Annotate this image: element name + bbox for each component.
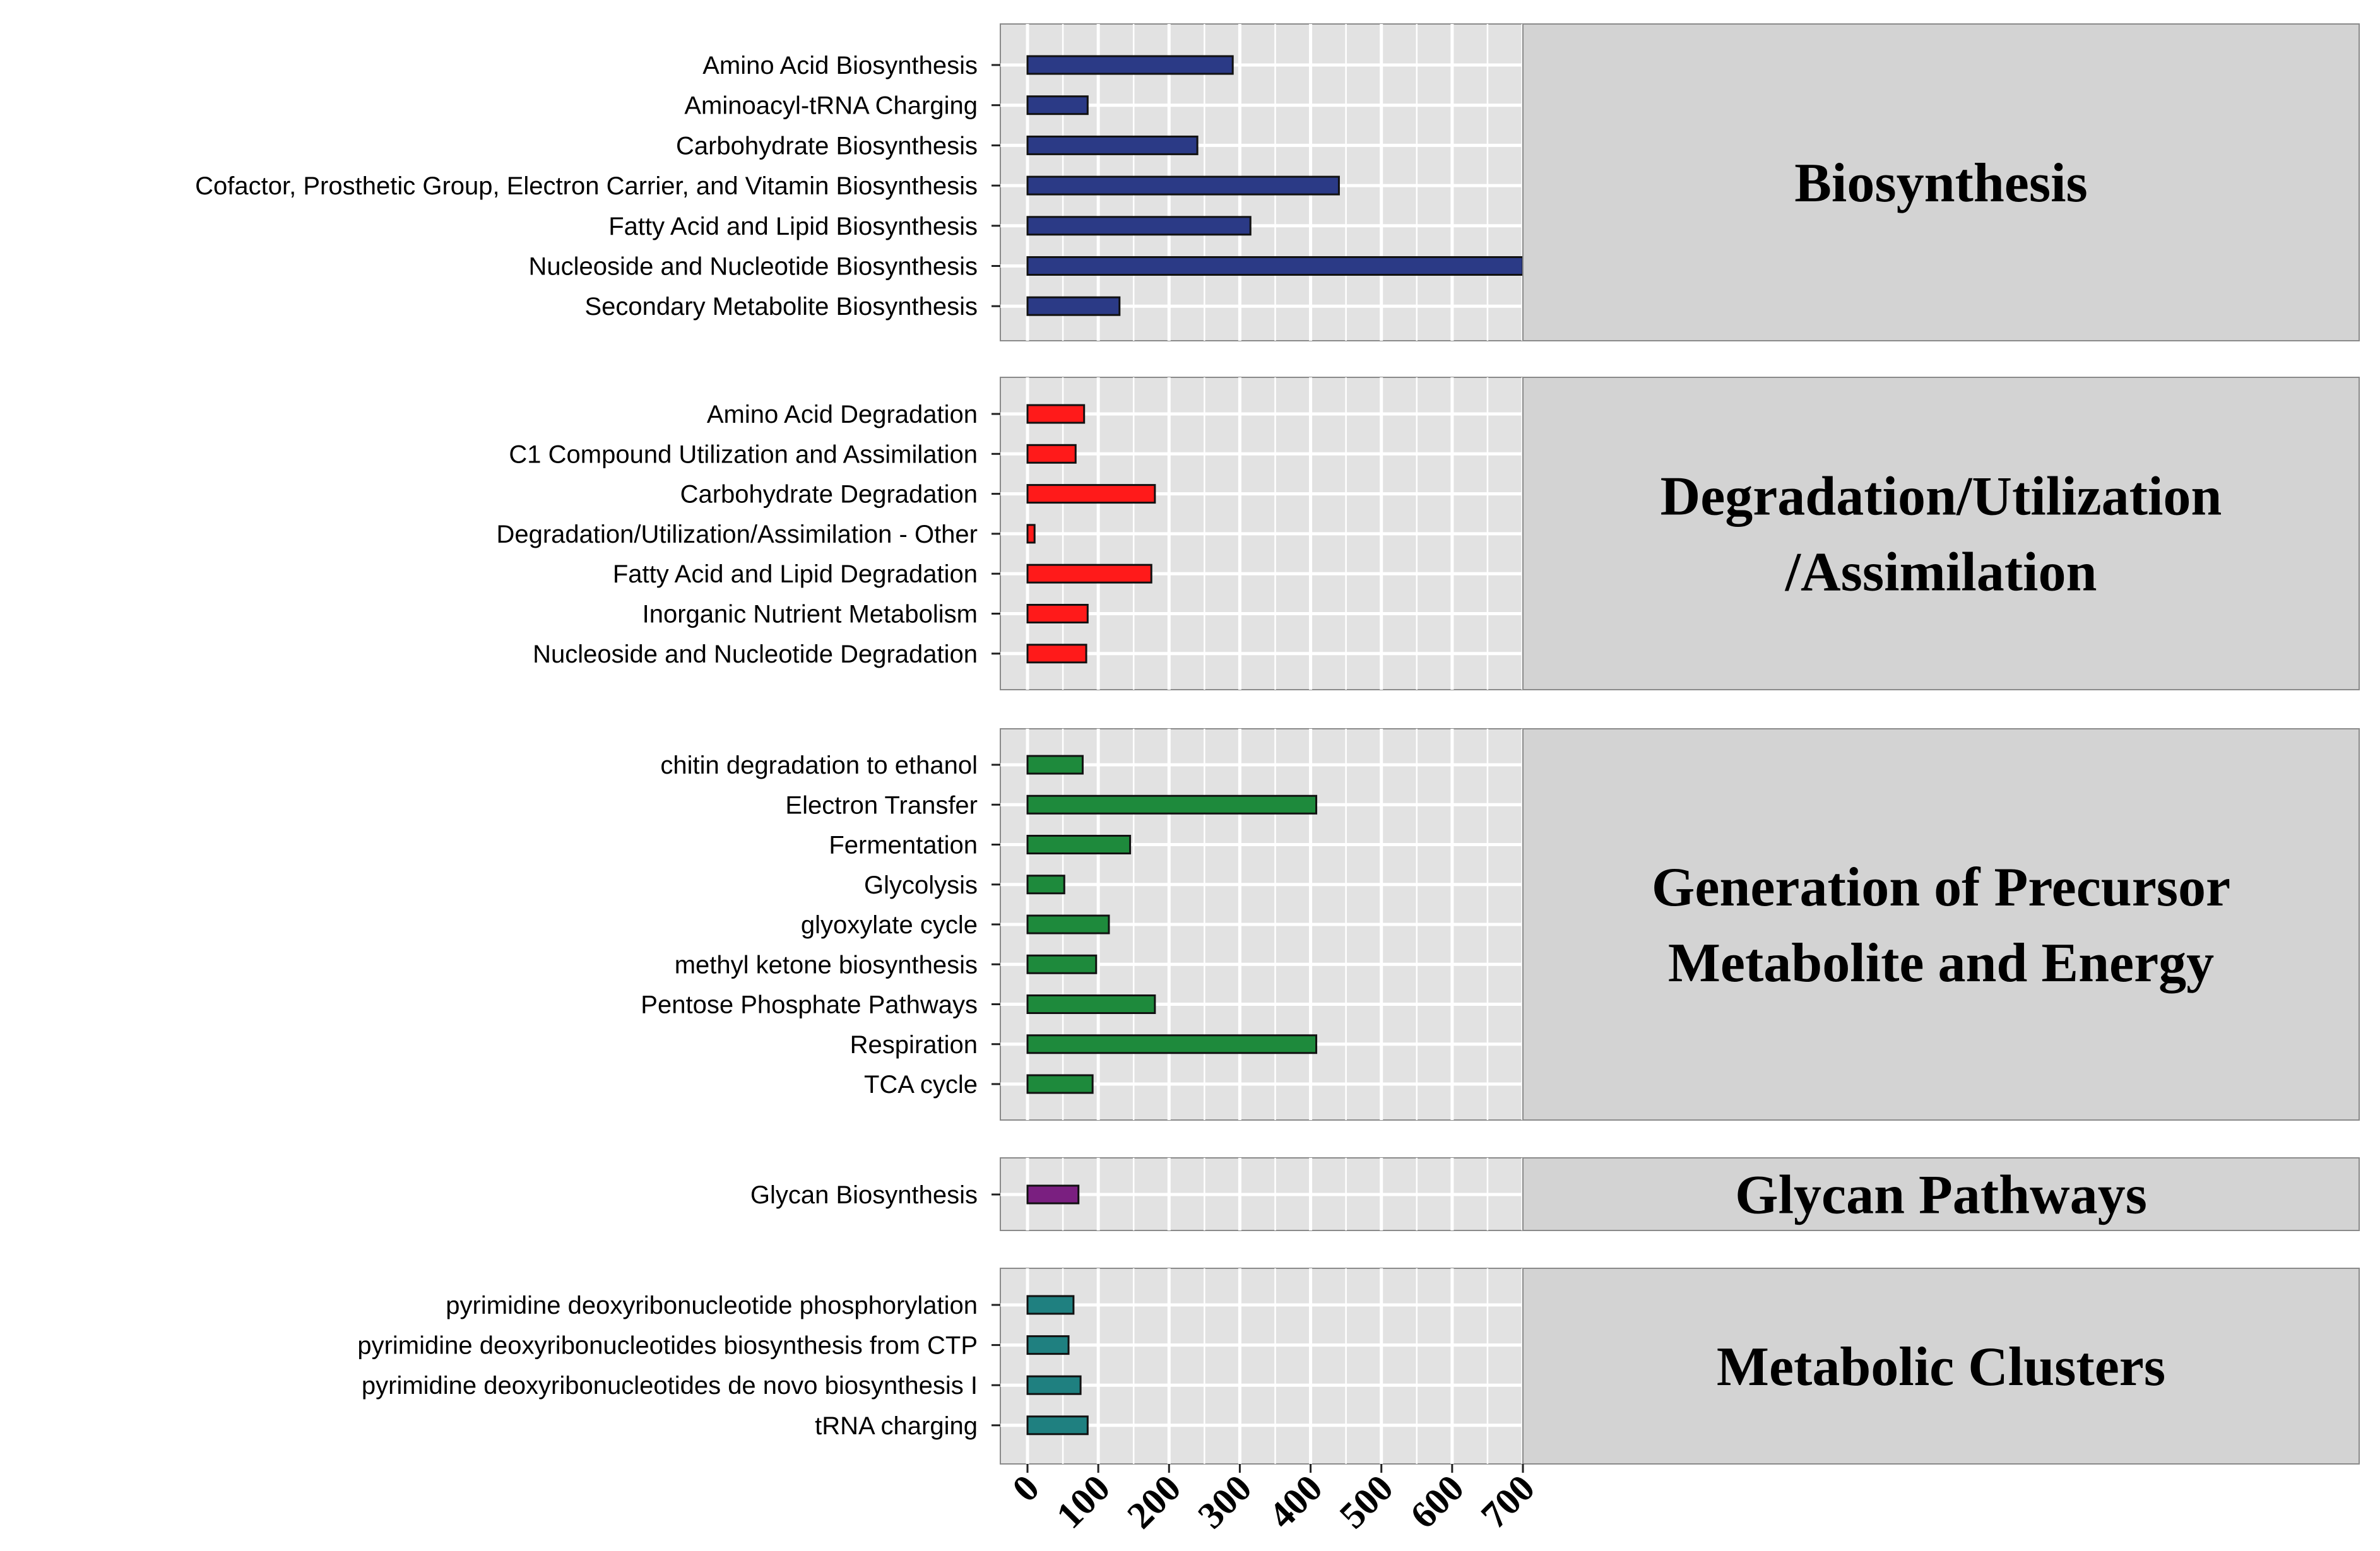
group-1-category-label: Nucleoside and Nucleotide Biosynthesis [528,253,978,281]
group-5-strip-label: Metabolic Clusters [1717,1336,2165,1398]
group-3-bar-8 [1026,1034,1318,1054]
group-3-bar-5 [1026,914,1110,935]
group-3-category-label: chitin degradation to ethanol [660,752,978,779]
x-tick-label: 700 [1473,1467,1542,1536]
group-5-category-label: tRNA charging [815,1412,978,1440]
group-3-category-label: methyl ketone biosynthesis [675,951,978,979]
group-3-category-label: Pentose Phosphate Pathways [641,991,978,1019]
group-2-bar-4 [1026,524,1036,544]
group-3-bar-2 [1026,794,1318,815]
x-tick-label: 600 [1402,1467,1472,1536]
group-1-bar-1 [1026,55,1234,75]
group-2-category-label: Nucleoside and Nucleotide Degradation [533,640,978,668]
group-1-bar-5 [1026,216,1252,236]
group-2-strip-label: Degradation/Utilization [1661,466,2222,528]
group-1-category-label: Carbohydrate Biosynthesis [676,132,978,160]
group-2-bar-6 [1026,604,1089,623]
group-2-category-label: Carbohydrate Degradation [680,481,978,509]
group-3-strip-label: Generation of Precursor [1652,857,2230,918]
group-4-strip [1522,1157,2360,1231]
group-2-category-label: Degradation/Utilization/Assimilation - O… [496,521,978,548]
group-3-bar-6 [1026,954,1098,974]
group-2-strip [1522,377,2360,690]
x-tick-label: 100 [1048,1467,1118,1536]
group-1-bar-7 [1026,296,1121,316]
group-3-category-label: Fermentation [829,832,978,859]
group-2-bar-5 [1026,563,1152,584]
group-1-bar-6 [1026,256,1524,276]
group-2-bar-7 [1026,644,1087,664]
group-2-category-label: Inorganic Nutrient Metabolism [642,601,978,628]
group-3-bar-7 [1026,994,1156,1014]
group-3-category-label: Glycolysis [864,871,978,899]
group-1-bar-2 [1026,95,1089,115]
group-3-bar-4 [1026,875,1065,895]
group-5-bar-1 [1026,1295,1075,1315]
group-3-bar-9 [1026,1074,1094,1094]
group-2-bar-1 [1026,404,1086,424]
group-2-category-label: C1 Compound Utilization and Assimilation [509,440,978,468]
x-tick-label: 400 [1260,1467,1330,1536]
group-3-category-label: TCA cycle [864,1071,978,1099]
group-1-category-label: Fatty Acid and Lipid Biosynthesis [608,213,978,240]
group-1-strip-label: Biosynthesis [1794,153,2088,214]
group-2-bar-3 [1026,484,1156,504]
group-5-category-label: pyrimidine deoxyribonucleotides biosynth… [357,1332,978,1360]
x-tick-label: 500 [1332,1467,1401,1536]
group-5-bar-2 [1026,1335,1070,1355]
group-3-category-label: glyoxylate cycle [801,911,978,939]
group-3-category-label: Respiration [850,1031,978,1059]
group-5-bar-4 [1026,1415,1089,1436]
group-2-category-label: Amino Acid Degradation [707,401,978,428]
group-4-strip-label: Glycan Pathways [1735,1165,2147,1226]
group-3-strip [1522,728,2360,1121]
group-1-strip [1522,23,2360,341]
group-3-strip-label: Metabolite and Energy [1668,933,2214,994]
group-1-category-label: Aminoacyl-tRNA Charging [684,92,978,120]
group-1-category-label: Cofactor, Prosthetic Group, Electron Car… [195,172,978,200]
group-5-strip [1522,1268,2360,1465]
group-4-bar-1 [1026,1184,1080,1205]
group-5-category-label: pyrimidine deoxyribonucleotide phosphory… [446,1292,978,1319]
group-3-category-label: Electron Transfer [785,791,978,819]
group-2-strip-label: /Assimilation [1785,542,2097,603]
group-1-bar-3 [1026,135,1199,155]
group-2-bar-2 [1026,444,1077,464]
group-1-category-label: Amino Acid Biosynthesis [702,52,978,80]
x-tick-label: 300 [1190,1467,1259,1536]
group-2-category-label: Fatty Acid and Lipid Degradation [613,560,978,588]
x-tick-label: 0 [1004,1467,1047,1510]
group-5-bar-3 [1026,1375,1082,1395]
x-tick-label: 200 [1119,1467,1188,1536]
group-1-category-label: Secondary Metabolite Biosynthesis [584,293,978,321]
group-1-bar-4 [1026,175,1340,196]
group-3-bar-3 [1026,835,1132,854]
group-3-bar-1 [1026,755,1084,775]
group-5-category-label: pyrimidine deoxyribonucleotides de novo … [362,1372,978,1400]
group-4-category-label: Glycan Biosynthesis [750,1181,978,1209]
